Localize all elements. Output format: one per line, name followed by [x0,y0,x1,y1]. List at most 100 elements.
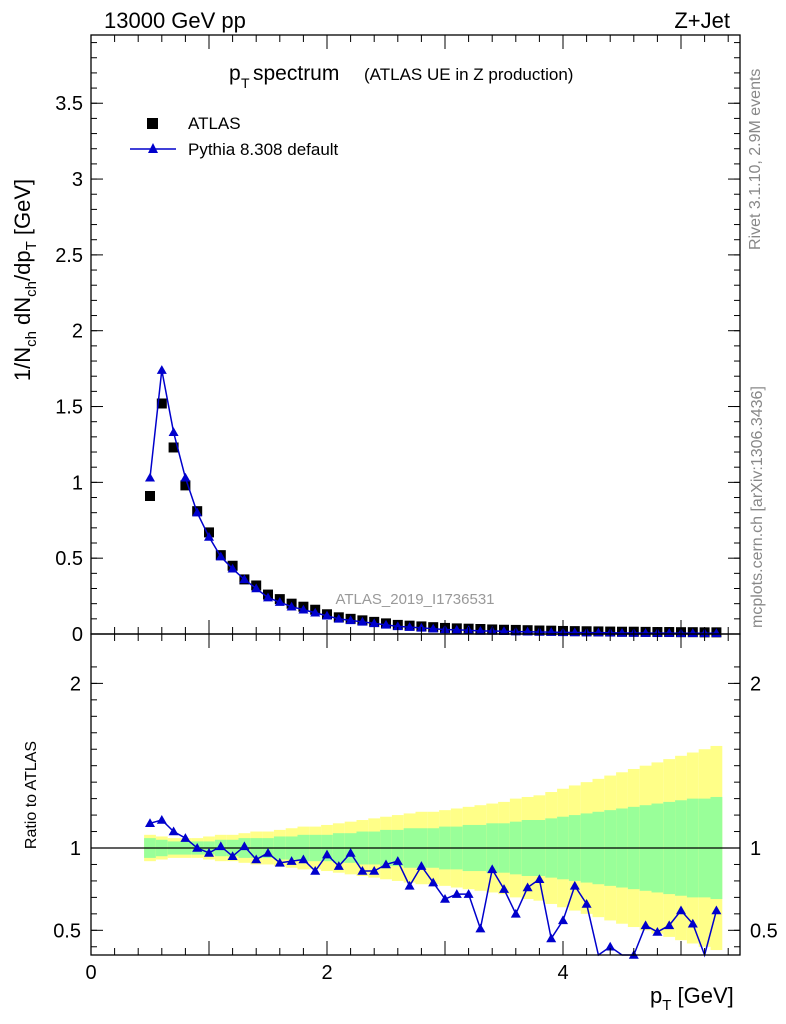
ratio-point [652,926,663,936]
main-ytick-label: 0.5 [55,548,83,570]
mc-point [310,607,321,617]
ratio-point [510,908,521,918]
xtick-label: 0 [85,962,96,984]
legend: ATLAS Pythia 8.308 default [130,114,339,159]
ratio-point [451,889,462,898]
data-point [180,480,191,491]
ratio-frame [90,633,741,956]
mc-point [522,626,533,636]
mc-point [369,618,380,628]
data-point [145,491,155,502]
mc-point [286,601,297,611]
ratio-point [322,849,332,859]
ratio-point [428,877,439,887]
xtick-label: 2 [321,962,332,984]
ratio-point [286,856,297,865]
main-ytick-label: 3 [72,169,83,191]
mc-point [664,628,675,637]
mc-point [711,628,722,637]
mc-point [404,622,415,631]
legend-data-marker [147,118,158,129]
ratio-point [180,833,191,842]
ratio-point [499,884,509,893]
main-ylabel: 1/Nch dNch/dpT [GeV] [10,179,40,381]
mc-point [345,615,356,625]
main-ytick-label: 1 [72,472,83,494]
header-right: Z+Jet [674,8,730,33]
mc-point [298,604,309,614]
ratio-point [605,941,616,951]
data-point [168,442,179,453]
ratio-point [192,843,203,852]
ratio-point [333,861,344,870]
ratio-point [463,889,474,898]
ratio-ytick-label: 1 [70,838,81,860]
mc-point [180,472,191,482]
ratio-point [204,847,214,857]
ratio-point [558,915,568,925]
ratio-ytick-label: 2 [70,673,81,695]
ratio-point [640,920,651,930]
ratio-point [239,841,250,851]
ratio-point [581,898,592,908]
ratio-point [534,874,545,884]
ratio-ylabel: Ratio to ATLAS [23,741,40,849]
mc-point [687,628,698,637]
title-detail: (ATLAS UE in Z production) [364,65,573,84]
legend-mc-marker [148,143,158,153]
mc-point [239,574,250,584]
main-ytick-label: 1.5 [55,397,83,419]
chart-title: p T spectrum (ATLAS UE in Z production) [229,62,573,91]
mc-point [156,365,167,374]
mc-point [381,619,391,629]
ratio-point [440,894,450,903]
ratio-point [227,851,238,860]
mc-point [227,563,238,573]
mc-point [274,597,285,606]
mcplots-label: mcplots.cern.ch [arXiv:1306.3436] [749,386,766,628]
mc-point [475,625,486,635]
ratio-point [357,866,368,875]
mc-point [428,623,439,633]
ratio-point [487,864,498,874]
ratio-point [546,933,557,943]
legend-data-label: ATLAS [188,114,241,133]
mc-point [251,583,262,593]
ratio-point [263,847,273,857]
ratio-point [369,866,380,875]
axes: 00.511.522.533.50.5 0.51 12 20 2 4 [53,34,778,984]
mc-point [392,621,403,631]
analysis-watermark: ATLAS_2019_I1736531 [335,591,494,608]
ratio-point [251,854,262,864]
title-p: p [229,62,241,85]
mc-point [145,472,155,482]
ratio-point [274,857,285,867]
ratio-ytick-label-right: 2 [750,673,761,695]
ratio-point [345,847,356,857]
mc-point [499,626,509,636]
ratio-point [664,920,675,930]
main-ytick-label: 2.5 [55,245,83,267]
ratio-point [404,880,415,890]
main-ytick-label: 2 [72,321,83,343]
ratio-point [475,923,486,933]
rivet-label: Rivet 3.1.10, 2.9M events [747,69,764,250]
ratio-point [522,882,533,892]
title-spectrum: spectrum [253,62,339,85]
legend-mc-label: Pythia 8.308 default [188,140,339,159]
mc-point [322,610,332,620]
ratio-point [381,859,391,869]
header-left: 13000 GeV pp [104,8,246,33]
mc-point [215,551,226,561]
ratio-point [215,841,226,851]
mc-point [640,628,651,637]
ratio-point [145,818,155,828]
mc-point [168,427,179,437]
main-ytick-label: 3.5 [55,93,83,115]
mc-point [357,616,368,626]
ratio-ytick-label-right: 0.5 [750,920,778,942]
ratio-point [392,856,403,865]
mc-point [451,624,462,634]
mc-point [333,613,344,623]
